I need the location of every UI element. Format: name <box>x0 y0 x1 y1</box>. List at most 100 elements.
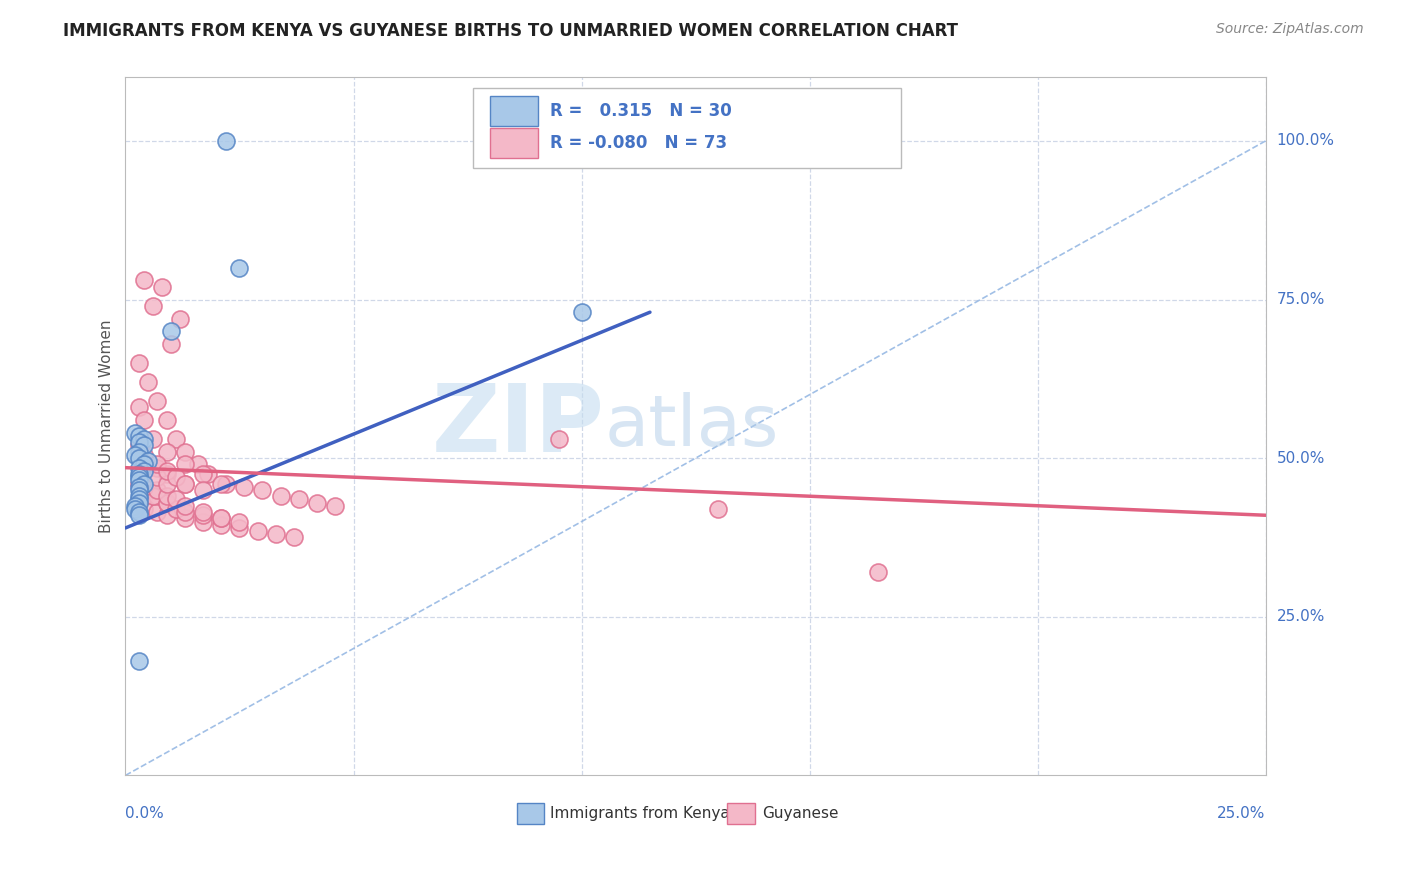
Point <box>160 324 183 338</box>
Text: Source: ZipAtlas.com: Source: ZipAtlas.com <box>1216 22 1364 37</box>
Point <box>187 458 209 472</box>
Point <box>169 311 191 326</box>
Point <box>283 531 305 545</box>
Text: 75.0%: 75.0% <box>1277 292 1324 307</box>
Point <box>155 476 177 491</box>
Point <box>128 474 150 488</box>
Point <box>165 492 187 507</box>
Point <box>128 489 150 503</box>
Point <box>160 337 183 351</box>
Point <box>128 483 150 497</box>
Point <box>128 495 150 509</box>
Point <box>132 451 155 466</box>
Point <box>155 508 177 523</box>
Point <box>209 511 232 525</box>
Point <box>246 524 269 538</box>
Point <box>270 489 292 503</box>
Point <box>155 413 177 427</box>
Text: 25.0%: 25.0% <box>1218 806 1265 821</box>
Point <box>191 483 214 497</box>
Point <box>146 394 169 409</box>
Point <box>128 445 150 459</box>
Point <box>132 502 155 516</box>
Point <box>142 432 165 446</box>
Text: Guyanese: Guyanese <box>762 806 838 822</box>
FancyBboxPatch shape <box>474 88 901 169</box>
FancyBboxPatch shape <box>491 96 538 126</box>
Point <box>173 476 195 491</box>
Point <box>128 505 150 519</box>
Point <box>165 432 187 446</box>
Point <box>124 448 146 462</box>
Point <box>165 470 187 484</box>
Point <box>155 489 177 503</box>
Point <box>128 438 150 452</box>
Point <box>128 476 150 491</box>
Point <box>191 508 214 523</box>
Point <box>228 515 250 529</box>
Point <box>142 299 165 313</box>
Point <box>197 467 219 481</box>
Text: 100.0%: 100.0% <box>1277 134 1334 148</box>
Point <box>155 445 177 459</box>
Point <box>707 502 730 516</box>
Text: R =   0.315   N = 30: R = 0.315 N = 30 <box>550 102 731 120</box>
Point <box>173 458 195 472</box>
Point <box>124 425 146 440</box>
Point <box>173 499 195 513</box>
Point <box>136 375 159 389</box>
FancyBboxPatch shape <box>516 804 544 824</box>
Point <box>128 451 150 466</box>
Point <box>132 480 155 494</box>
Text: IMMIGRANTS FROM KENYA VS GUYANESE BIRTHS TO UNMARRIED WOMEN CORRELATION CHART: IMMIGRANTS FROM KENYA VS GUYANESE BIRTHS… <box>63 22 959 40</box>
Point <box>155 464 177 478</box>
Point <box>146 470 169 484</box>
Point <box>146 489 169 503</box>
Point <box>132 438 155 452</box>
Point <box>128 429 150 443</box>
Point <box>215 476 238 491</box>
Point <box>132 458 155 472</box>
Point <box>146 460 169 475</box>
Point <box>128 435 150 450</box>
Point <box>146 483 169 497</box>
Point <box>209 511 232 525</box>
Point <box>150 280 173 294</box>
Point <box>215 134 238 148</box>
Point <box>136 454 159 468</box>
Point <box>323 499 346 513</box>
Point <box>155 495 177 509</box>
Point <box>228 521 250 535</box>
Point <box>128 401 150 415</box>
Point <box>132 489 155 503</box>
Point <box>132 480 155 494</box>
Point <box>155 495 177 509</box>
Point <box>155 467 177 481</box>
Point <box>173 445 195 459</box>
Point <box>146 458 169 472</box>
Point <box>132 464 155 478</box>
Point <box>288 492 311 507</box>
Text: 50.0%: 50.0% <box>1277 450 1324 466</box>
Text: 0.0%: 0.0% <box>125 806 165 821</box>
Point <box>128 480 150 494</box>
Point <box>571 305 593 319</box>
Point <box>173 511 195 525</box>
Point <box>128 460 150 475</box>
Point <box>866 566 889 580</box>
Point <box>128 508 150 523</box>
Point <box>132 413 155 427</box>
Point <box>124 502 146 516</box>
Point <box>547 432 569 446</box>
Point <box>191 505 214 519</box>
Y-axis label: Births to Unmarried Women: Births to Unmarried Women <box>100 319 114 533</box>
Point <box>209 517 232 532</box>
Point <box>191 467 214 481</box>
Text: R = -0.080   N = 73: R = -0.080 N = 73 <box>550 134 727 152</box>
Text: Immigrants from Kenya: Immigrants from Kenya <box>550 806 730 822</box>
Point <box>165 502 187 516</box>
Point <box>128 654 150 668</box>
Point <box>191 515 214 529</box>
Point <box>132 273 155 287</box>
Point <box>128 470 150 484</box>
